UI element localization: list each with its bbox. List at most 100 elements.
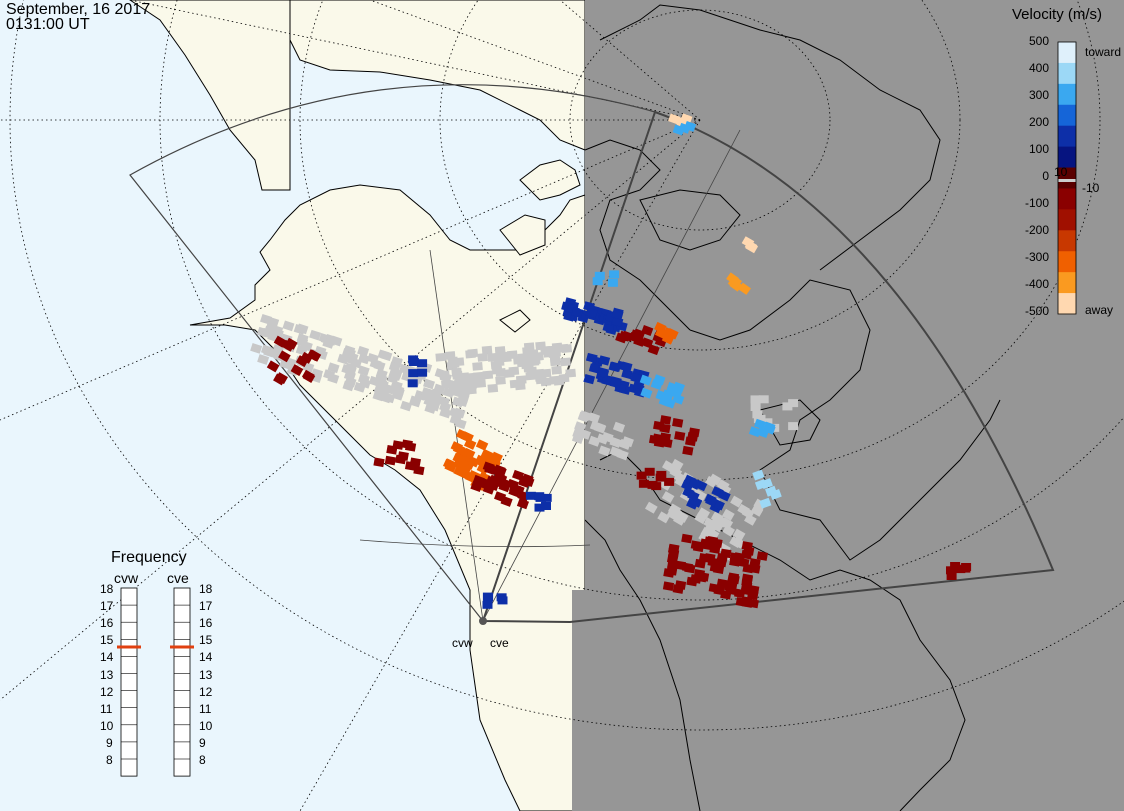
range-gate-cell	[508, 366, 520, 376]
range-gate-cell	[290, 364, 304, 377]
frequency-scale-label-right: 17	[199, 599, 213, 614]
range-gate-cell	[322, 338, 335, 349]
range-gate-cell	[475, 379, 487, 388]
range-gate-cell	[523, 363, 534, 373]
range-gate-cell	[706, 528, 720, 541]
range-gate-cell	[654, 327, 668, 340]
range-gate-cell	[732, 528, 746, 541]
velocity-tick: 0	[1042, 169, 1049, 183]
range-gate-cell	[718, 490, 731, 502]
range-gate-cell	[549, 356, 561, 365]
range-gate-cell	[680, 113, 693, 125]
range-gate-cell	[357, 365, 370, 377]
range-gate-cell	[300, 351, 313, 364]
range-gate-cell	[698, 553, 711, 563]
range-gate-cell	[684, 120, 697, 132]
range-gate-cell	[668, 544, 680, 555]
range-gate-cell	[756, 427, 770, 439]
range-gate-cell	[946, 566, 956, 575]
frequency-scale-label-left: 8	[106, 753, 113, 767]
radar-label-cve: cve	[490, 636, 509, 650]
velocity-tick: -200	[1024, 223, 1049, 237]
frequency-scale-label-left: 9	[106, 735, 113, 750]
range-gate-cell	[758, 395, 769, 404]
range-gate-cell	[357, 373, 370, 385]
range-gate-cell	[533, 351, 544, 361]
range-gate-cell	[672, 418, 684, 428]
range-gate-cell	[594, 271, 605, 280]
range-gate-cell	[750, 403, 761, 411]
range-gate-cell	[661, 491, 675, 504]
range-gate-cell	[666, 328, 679, 340]
range-gate-cell	[453, 465, 466, 478]
range-gate-cell	[398, 363, 411, 375]
range-gate-cell	[423, 378, 436, 390]
range-gate-cell	[400, 400, 413, 412]
range-gate-cell	[493, 357, 505, 367]
range-gate-cell	[621, 330, 634, 342]
range-gate-cell	[710, 520, 724, 533]
range-gate-cell	[444, 461, 457, 473]
range-gate-cell	[638, 479, 649, 488]
range-gate-cell	[741, 577, 753, 587]
colorbar-segment	[1058, 167, 1076, 189]
range-gate-cell	[525, 491, 536, 500]
range-gate-cell	[278, 350, 291, 363]
range-gate-cell	[674, 560, 687, 571]
velocity-tick: 400	[1028, 61, 1049, 75]
range-gate-cell	[668, 504, 681, 517]
frequency-radar-label-cvw: cvw	[114, 570, 139, 586]
range-gate-cell	[598, 445, 611, 457]
range-gate-cell	[749, 558, 761, 568]
frequency-marker	[117, 645, 141, 649]
range-gate-cell	[700, 538, 712, 549]
range-gate-cell	[688, 478, 701, 490]
range-gate-cell	[477, 352, 488, 362]
range-gate-cell	[578, 410, 592, 422]
frequency-title: Frequency	[111, 549, 187, 566]
range-gate-cell	[961, 563, 972, 571]
range-gate-cell	[585, 307, 598, 319]
colorbar-segment	[1058, 209, 1076, 231]
range-gate-cell	[681, 533, 693, 544]
range-gate-cell	[257, 354, 270, 365]
range-gate-cell	[630, 372, 643, 384]
range-gate-cell	[756, 551, 768, 561]
range-gate-cell	[750, 504, 764, 517]
range-gate-cell	[735, 597, 747, 607]
range-gate-cell	[265, 321, 278, 332]
frequency-scale-label-right: 10	[199, 718, 213, 733]
range-gate-cell	[444, 351, 456, 360]
range-gate-cell	[487, 383, 499, 393]
range-gate-cell	[541, 493, 552, 502]
range-gate-cell	[261, 327, 274, 339]
range-gate-cell	[760, 478, 773, 490]
range-gate-cell	[578, 428, 591, 440]
range-gate-cell	[466, 385, 477, 395]
range-gate-cell	[430, 388, 443, 400]
velocity-tick: 100	[1028, 142, 1049, 156]
colorbar-segment	[1058, 104, 1076, 127]
range-gate-cell	[523, 342, 535, 352]
frequency-scale-label-right: 13	[199, 667, 213, 682]
colorbar-segment	[1058, 293, 1076, 315]
range-gate-cell	[413, 465, 425, 476]
colorbar-segment	[1058, 83, 1076, 106]
colorbar-segment	[1058, 272, 1076, 294]
range-gate-cell	[301, 369, 315, 382]
radar-site-marker	[479, 617, 487, 625]
range-gate-cell	[282, 320, 295, 332]
range-gate-cell	[744, 513, 757, 526]
range-gate-cell	[636, 471, 647, 480]
range-gate-cell	[495, 367, 506, 377]
range-gate-cell	[273, 373, 286, 386]
range-gate-cell	[598, 355, 611, 366]
range-gate-cell	[391, 389, 404, 401]
range-gate-cell	[472, 361, 483, 371]
range-gate-cell	[607, 278, 618, 287]
range-gate-cell	[558, 373, 570, 383]
range-gate-cell	[782, 402, 793, 411]
range-gate-cell	[653, 374, 666, 386]
range-gate-cell	[407, 379, 418, 388]
